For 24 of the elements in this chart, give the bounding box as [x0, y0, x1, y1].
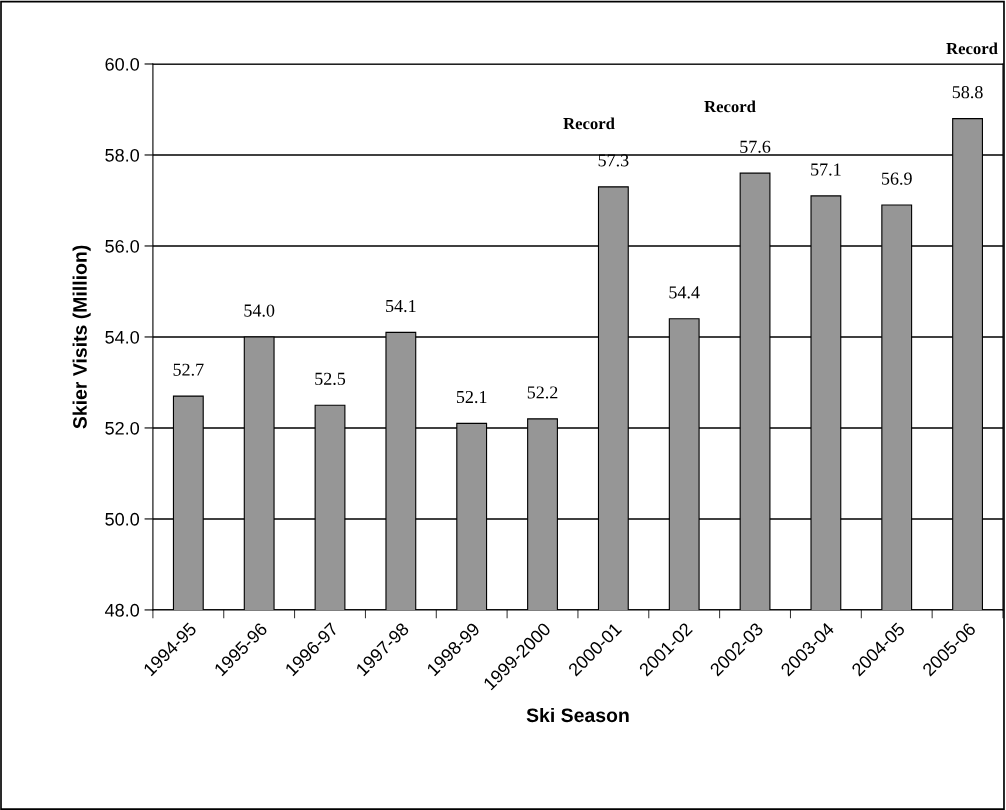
- annotation: Record: [563, 117, 615, 130]
- annotation: Record: [704, 100, 756, 113]
- y-tick-label: 50.0: [105, 512, 140, 526]
- x-axis-title: Ski Season: [526, 707, 629, 723]
- y-tick-label: 56.0: [105, 239, 140, 253]
- data-label: 58.8: [952, 86, 983, 99]
- y-tick-label: 52.0: [105, 421, 140, 435]
- data-label: 56.9: [881, 172, 912, 185]
- data-label: 54.0: [244, 304, 275, 317]
- data-label: 54.4: [669, 286, 700, 299]
- data-label: 52.2: [527, 386, 558, 399]
- data-label: 57.6: [740, 140, 771, 153]
- y-tick-label: 54.0: [105, 330, 140, 344]
- text: Record: [946, 42, 998, 55]
- y-tick-label: 58.0: [105, 148, 140, 162]
- data-label: 54.1: [386, 299, 416, 313]
- data-label: 52.7: [173, 363, 204, 376]
- data-label: 57.1: [811, 163, 841, 176]
- data-label: 57.3: [598, 154, 629, 167]
- data-label: 52.1: [456, 390, 487, 404]
- y-tick-label: 60.0: [105, 57, 140, 71]
- y-axis-title: Skier Visits (Million): [72, 245, 91, 429]
- y-tick-label: 48.0: [104, 603, 140, 617]
- data-label: 52.5: [315, 372, 346, 385]
